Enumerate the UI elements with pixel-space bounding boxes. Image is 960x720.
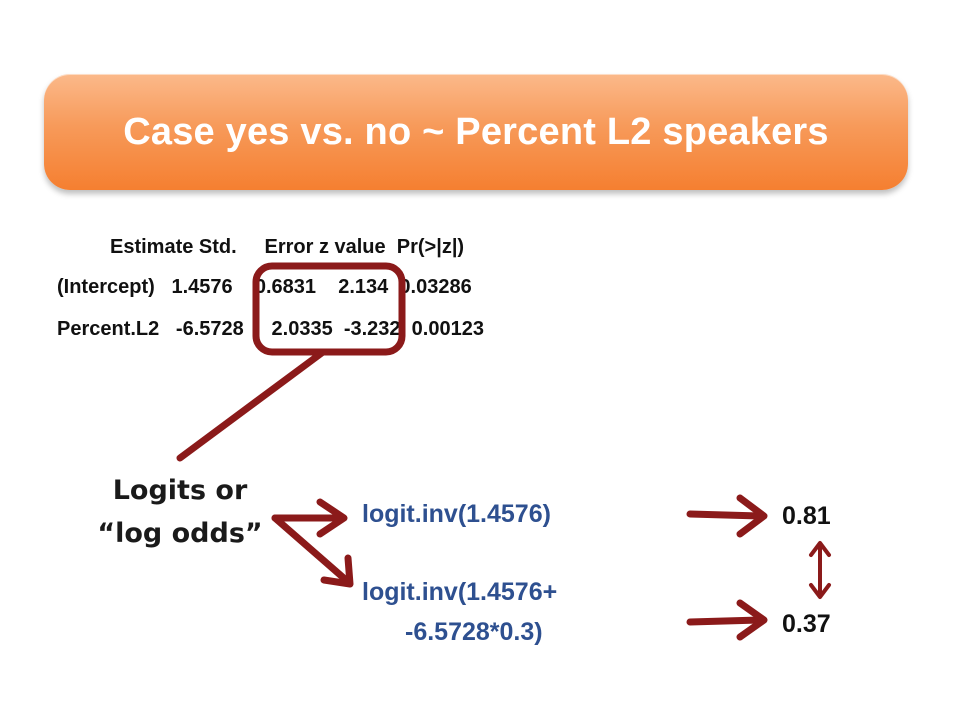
result-arrow-lower	[686, 599, 768, 641]
regression-intercept-row: (Intercept) 1.4576 0.6831 2.134 0.03286	[57, 276, 472, 298]
result-arrow-upper	[686, 494, 768, 538]
formula-combined-line1: logit.inv(1.4576+	[362, 578, 558, 606]
logits-label-line1: Logits or	[112, 475, 248, 506]
regression-percent-row: Percent.L2 -6.5728 2.0335 -3.232 0.00123	[57, 318, 484, 340]
result-probability-2: 0.37	[782, 610, 831, 638]
formula-intercept: logit.inv(1.4576)	[362, 500, 551, 528]
regression-header-row: Estimate Std. Error z value Pr(>|z|)	[110, 236, 465, 258]
formula-combined-line2: -6.5728*0.3)	[405, 618, 543, 646]
logits-label-line2: “log odds”	[97, 518, 263, 549]
slide-title: Case yes vs. no ~ Percent L2 speakers	[123, 110, 829, 153]
result-probability-1: 0.81	[782, 502, 831, 530]
pointer-line	[176, 348, 327, 462]
title-banner: Case yes vs. no ~ Percent L2 speakers	[44, 74, 908, 190]
compare-double-arrow	[809, 541, 831, 599]
